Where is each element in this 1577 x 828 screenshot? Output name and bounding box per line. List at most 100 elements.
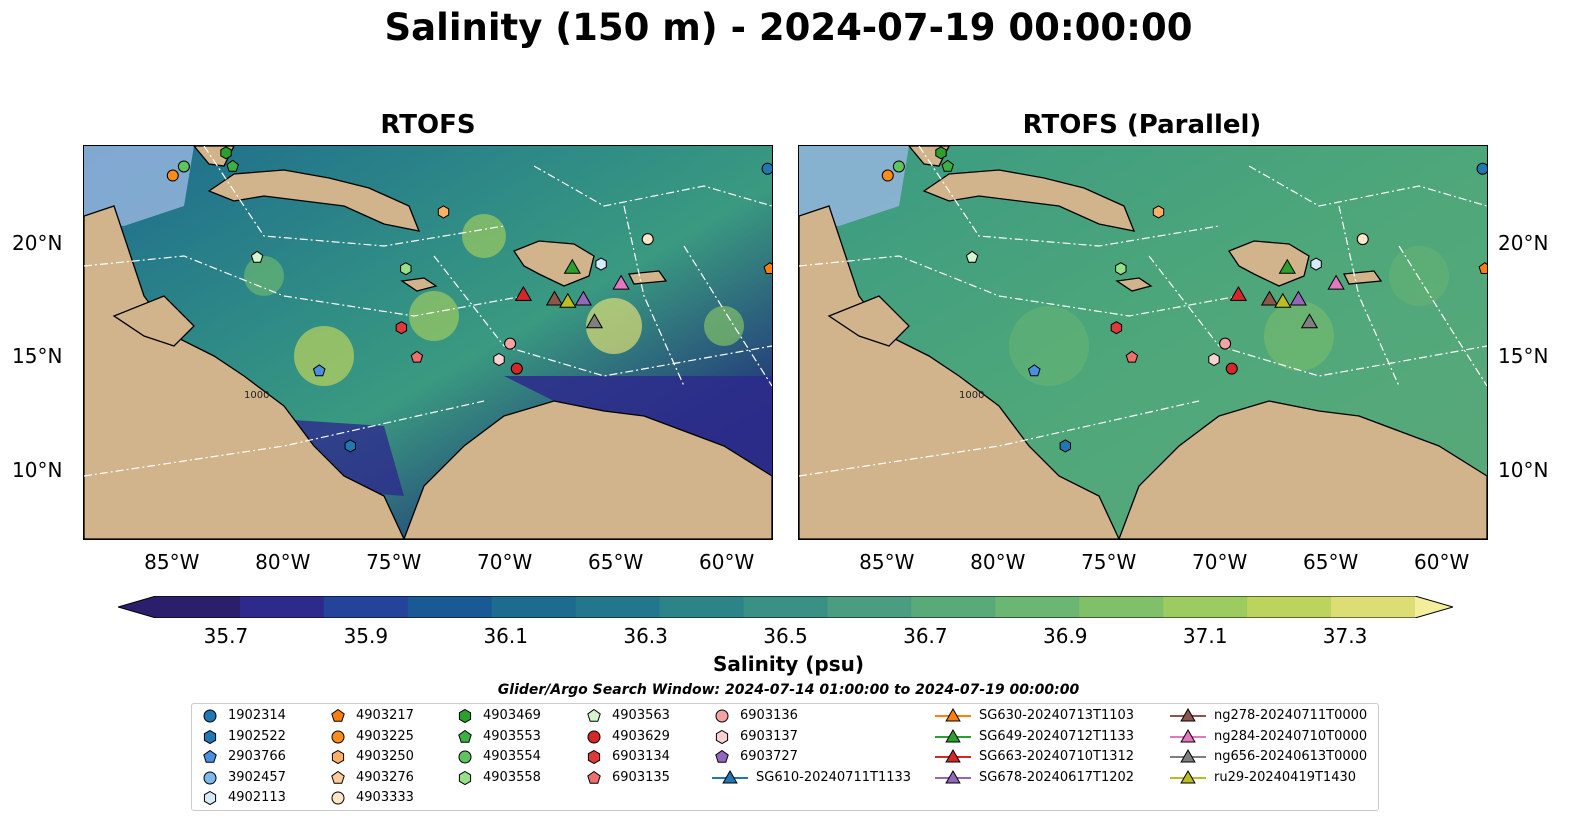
lat-tick-label-right: 15°N — [1498, 344, 1549, 369]
lon-tick-label: 85°W — [144, 550, 200, 574]
colorbar — [116, 595, 1455, 619]
legend-triangle-icon — [935, 728, 971, 742]
colorbar-tick-label: 36.1 — [483, 624, 528, 648]
argo-marker-4903333 — [1356, 233, 1369, 246]
glider-marker-ng278-20240711T0000 — [545, 290, 564, 306]
argo-marker-6903136 — [504, 337, 517, 350]
colorbar-segment — [995, 596, 1080, 618]
legend-pentagon-icon — [331, 770, 345, 784]
argo-marker-4903225 — [881, 169, 894, 182]
glider-marker-ng656-20240613T0000 — [585, 313, 604, 329]
legend-label: 4903563 — [612, 708, 670, 723]
contour-label: 1000 — [244, 390, 269, 401]
argo-marker-4903629 — [1225, 362, 1238, 375]
glider-marker-SG649-20240712T1133 — [1278, 258, 1296, 274]
argo-marker-4903553 — [226, 159, 239, 172]
colorbar-segment — [407, 596, 493, 618]
legend-triangle-icon — [1170, 728, 1206, 742]
argo-marker-4903250 — [437, 205, 450, 219]
argo-marker-4903225 — [166, 169, 179, 182]
colorbar-segment — [323, 596, 409, 618]
colorbar-tick-label: 35.9 — [343, 624, 389, 648]
argo-marker-4903563 — [965, 250, 979, 263]
legend-label: SG663-20240710T1312 — [979, 749, 1135, 764]
legend-label: 4903629 — [612, 728, 670, 744]
lon-tick-label: 65°W — [588, 550, 644, 574]
contour-label: 1000 — [959, 390, 984, 401]
legend-hexagon-icon — [458, 708, 472, 724]
colorbar-label: Salinity (psu) — [712, 652, 864, 676]
lat-tick-label-left: 10°N — [12, 457, 63, 482]
legend-hexagon-icon — [203, 790, 217, 806]
lon-tick-label: 70°W — [1192, 550, 1248, 574]
colorbar-segment — [1079, 596, 1164, 618]
legend-label: 6903134 — [612, 749, 670, 764]
argo-marker-4903217 — [1478, 262, 1487, 274]
legend-label: 6903727 — [740, 749, 798, 764]
colorbar-segment — [156, 596, 241, 618]
legend-label: 1902314 — [228, 708, 286, 723]
legend-triangle-icon — [1170, 707, 1206, 722]
colorbar-segment — [911, 596, 996, 618]
argo-marker-1902522 — [1059, 439, 1071, 453]
legend-circle-icon — [587, 730, 601, 743]
lon-tick-label: 60°W — [1413, 550, 1470, 574]
argo-marker-4903558 — [400, 262, 412, 276]
legend-label: 6903135 — [612, 769, 670, 785]
legend-label: 4902113 — [228, 790, 286, 805]
argo-marker-4903558 — [1115, 262, 1127, 276]
argo-marker-4903554 — [177, 160, 190, 173]
panel-title-rtofs: RTOFS — [380, 110, 476, 140]
legend-label: SG610-20240711T1133 — [756, 769, 912, 785]
glider-marker-ru29-20240419T1430 — [1274, 292, 1292, 308]
legend-hexagon-icon — [203, 729, 217, 744]
glider-marker-ng284-20240710T0000 — [1327, 274, 1345, 290]
lat-tick-label-left: 20°N — [12, 230, 63, 255]
glider-marker-ru29-20240419T1430 — [559, 292, 577, 308]
legend-label: 4903469 — [483, 708, 541, 723]
argo-marker-4902113 — [1310, 257, 1322, 271]
legend-hexagon-icon — [458, 770, 472, 785]
legend-triangle-icon — [935, 707, 971, 722]
panel-title-rtofs-parallel: RTOFS (Parallel) — [1022, 110, 1262, 140]
argo-marker-4903469 — [220, 146, 232, 160]
legend-triangle-icon — [935, 748, 971, 763]
legend-label: 6903137 — [740, 728, 798, 744]
legend-hexagon-icon — [331, 749, 345, 765]
glider-marker-ng656-20240613T0000 — [1300, 313, 1319, 329]
lon-tick-label: 80°W — [970, 550, 1026, 574]
colorbar-tick-label: 37.3 — [1322, 624, 1368, 648]
argo-marker-6903137 — [493, 352, 505, 367]
legend-triangle-icon — [712, 769, 748, 783]
lon-tick-label: 65°W — [1303, 550, 1359, 574]
legend-label: 4903558 — [483, 769, 541, 785]
argo-marker-4903553 — [941, 159, 954, 172]
legend-label: ng284-20240710T0000 — [1214, 728, 1368, 744]
argo-marker-4903333 — [641, 233, 654, 246]
argo-marker-4903563 — [250, 250, 264, 263]
legend-label: 4903250 — [356, 749, 414, 764]
legend-pentagon-icon — [587, 770, 601, 784]
map-rtofs: 1000 — [83, 145, 773, 540]
legend-circle-icon — [715, 709, 729, 723]
glider-marker-SG678-20240617T1202 — [1289, 290, 1307, 306]
legend-label: 4903554 — [483, 749, 541, 764]
lat-tick-label-left: 15°N — [12, 344, 63, 369]
legend-label: ng656-20240613T0000 — [1214, 749, 1368, 764]
glider-marker-ng278-20240711T0000 — [1260, 290, 1279, 306]
lon-tick-label: 80°W — [255, 550, 311, 574]
search-window-text: Glider/Argo Search Window: 2024-07-14 01… — [497, 682, 1080, 698]
colorbar-segment — [1331, 596, 1416, 618]
legend-triangle-icon — [935, 769, 971, 783]
argo-marker-4903250 — [1152, 205, 1165, 219]
colorbar-segment — [239, 596, 325, 618]
legend-label: ru29-20240419T1430 — [1214, 769, 1357, 785]
legend-pentagon-icon — [458, 729, 472, 743]
glider-marker-SG663-20240710T1312 — [1229, 285, 1248, 301]
argo-marker-6903135 — [410, 350, 424, 363]
legend-label: 4903276 — [356, 769, 414, 785]
lat-tick-label-right: 20°N — [1498, 230, 1549, 255]
legend-label: 4903217 — [356, 708, 414, 723]
colorbar-segment — [827, 596, 912, 618]
legend-hexagon-icon — [715, 729, 729, 744]
